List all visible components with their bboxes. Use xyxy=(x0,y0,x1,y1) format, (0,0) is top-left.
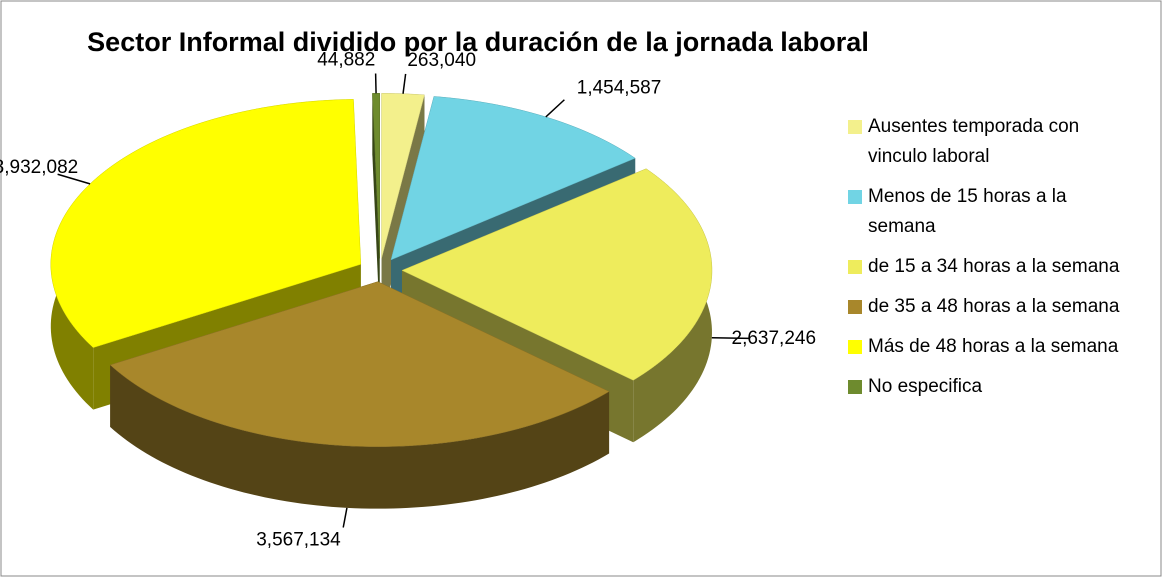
slice xyxy=(390,96,636,261)
legend-swatch xyxy=(848,300,862,314)
leader-line xyxy=(342,507,348,528)
legend-swatch xyxy=(848,380,862,394)
data-label: 3,567,134 xyxy=(256,530,341,551)
chart-title: Sector Informal dividido por la duración… xyxy=(87,27,869,57)
legend-label: Menos de 15 horas a la semana xyxy=(868,186,1067,237)
legend-item: de 15 a 34 horas a la semana xyxy=(848,252,1138,282)
data-label: 2,637,246 xyxy=(732,328,817,349)
legend-label: de 35 a 48 horas a la semana xyxy=(868,296,1120,317)
legend-item: de 35 a 48 horas a la semana xyxy=(848,292,1138,322)
leader-line xyxy=(402,73,407,94)
legend: Ausentes temporada con vinculo laboral Me… xyxy=(848,112,1138,412)
leader-line xyxy=(57,173,91,185)
data-label: 3,932,082 xyxy=(0,157,78,178)
legend-label: de 15 a 34 horas a la semana xyxy=(868,256,1120,277)
slice xyxy=(109,281,610,447)
leader-line xyxy=(711,336,750,340)
data-label: 1,454,587 xyxy=(577,77,662,98)
legend-item: Ausentes temporada con vinculo laboral xyxy=(848,112,1138,172)
legend-label: Ausentes temporada con vinculo laboral xyxy=(868,116,1080,167)
legend-label: Más de 48 horas a la semana xyxy=(868,336,1119,357)
legend-swatch xyxy=(848,260,862,274)
legend-swatch xyxy=(848,120,862,134)
legend-swatch xyxy=(848,190,862,204)
legend-item: Más de 48 horas a la semana xyxy=(848,332,1138,362)
leader-line xyxy=(545,99,565,118)
slice xyxy=(381,93,425,259)
data-label: 44,882 xyxy=(317,49,375,70)
data-label: 263,040 xyxy=(407,50,476,71)
legend-item: No especifica xyxy=(848,372,1138,402)
legend-item: Menos de 15 horas a la semana xyxy=(848,182,1138,242)
slice xyxy=(401,168,713,381)
legend-swatch xyxy=(848,340,862,354)
legend-label: No especifica xyxy=(868,376,983,397)
slice-wall xyxy=(110,364,610,509)
